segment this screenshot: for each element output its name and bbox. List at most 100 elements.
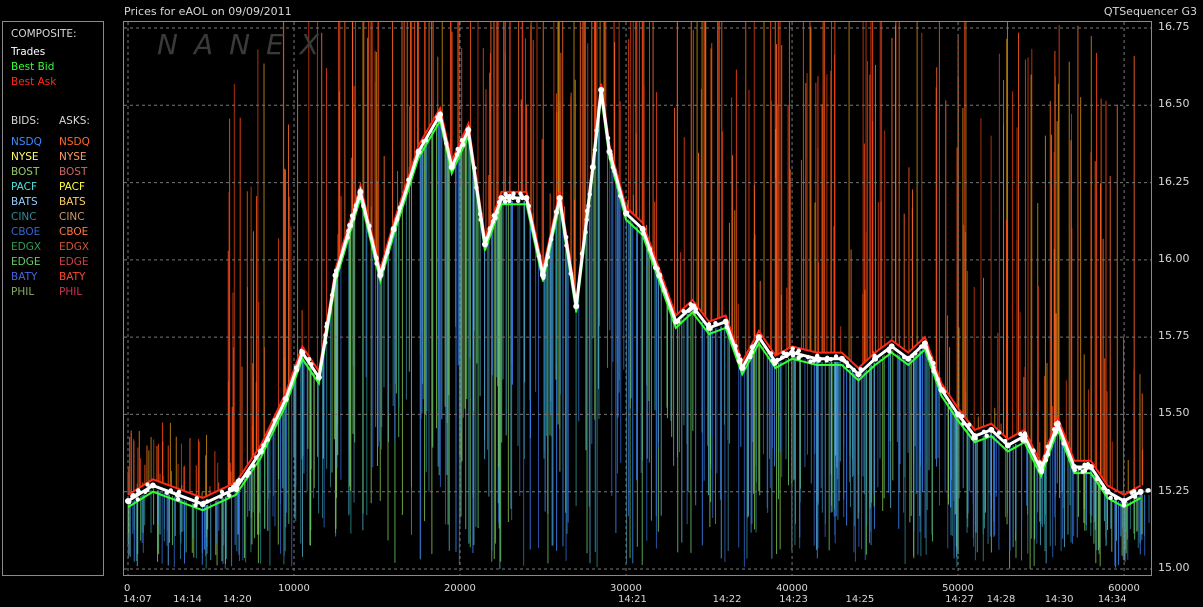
trade-point bbox=[589, 164, 596, 171]
x-tick-label: 10000 bbox=[278, 583, 310, 594]
trade-point bbox=[608, 152, 613, 157]
trade-point bbox=[841, 358, 847, 363]
trade-point bbox=[1061, 441, 1066, 446]
price-chart bbox=[124, 22, 1151, 575]
trade-point bbox=[1080, 469, 1085, 474]
legend-bid-edgx: EDGX bbox=[11, 241, 42, 253]
trade-point bbox=[781, 350, 786, 356]
trade-point bbox=[394, 217, 400, 222]
trade-point bbox=[498, 195, 505, 202]
trade-point bbox=[594, 128, 599, 133]
time-tick-label: 14:14 bbox=[173, 594, 202, 605]
trade-point bbox=[380, 265, 386, 271]
trade-point bbox=[750, 344, 756, 349]
trade-point bbox=[324, 324, 329, 329]
trade-point bbox=[924, 345, 929, 350]
trade-point bbox=[145, 482, 150, 487]
legend-trades: Trades bbox=[11, 46, 46, 58]
trade-point bbox=[143, 489, 148, 495]
trade-point bbox=[996, 430, 1002, 435]
x-tick-label: 60000 bbox=[1108, 583, 1140, 594]
trade-point bbox=[610, 165, 616, 170]
time-tick-label: 14:27 bbox=[945, 594, 974, 605]
trade-point bbox=[1020, 438, 1025, 443]
y-tick-label: 16.25 bbox=[1158, 174, 1190, 188]
trade-point bbox=[1055, 426, 1061, 432]
trade-point bbox=[487, 226, 493, 231]
legend-ask-baty: BATY bbox=[59, 271, 86, 283]
trade-point bbox=[1077, 465, 1082, 471]
trade-point bbox=[329, 292, 335, 298]
trade-point bbox=[406, 177, 411, 182]
trade-point bbox=[886, 348, 892, 354]
trade-point bbox=[584, 208, 590, 214]
trade-point bbox=[919, 344, 924, 349]
trade-point bbox=[931, 369, 936, 374]
trade-point bbox=[583, 229, 588, 235]
trade-point bbox=[770, 358, 775, 363]
trade-point bbox=[1113, 495, 1119, 501]
trade-point bbox=[461, 142, 466, 147]
trade-point bbox=[455, 146, 460, 152]
nanex-watermark: NANEX bbox=[157, 28, 335, 61]
trade-point bbox=[584, 217, 589, 222]
trade-point bbox=[713, 320, 718, 326]
trade-point bbox=[323, 340, 328, 345]
trade-line bbox=[127, 89, 1142, 506]
trade-point bbox=[541, 275, 546, 280]
trade-point bbox=[244, 473, 250, 478]
trade-point bbox=[941, 389, 947, 395]
trade-point bbox=[1121, 497, 1128, 504]
trade-point bbox=[1146, 488, 1151, 493]
trade-point bbox=[444, 141, 449, 146]
trade-point bbox=[961, 421, 966, 426]
legend-ask-nsdq: NSDQ bbox=[59, 136, 90, 148]
legend-bids-title: BIDS: bbox=[11, 115, 40, 127]
trade-point bbox=[315, 374, 322, 381]
trade-point bbox=[367, 223, 372, 229]
trade-point bbox=[496, 200, 502, 205]
x-tick-label: 0 bbox=[124, 583, 131, 594]
legend-best-ask: Best Ask bbox=[11, 76, 57, 88]
trade-point bbox=[749, 350, 754, 355]
trade-point bbox=[798, 353, 804, 358]
trade-point bbox=[349, 213, 355, 218]
trade-point bbox=[257, 448, 264, 455]
trade-point bbox=[332, 272, 339, 279]
trade-point bbox=[811, 358, 817, 363]
time-tick-label: 14:23 bbox=[779, 594, 808, 605]
trade-point bbox=[504, 194, 510, 200]
trade-point bbox=[494, 210, 499, 215]
x-tick-label: 20000 bbox=[444, 583, 476, 594]
trade-point bbox=[858, 367, 863, 372]
trade-point bbox=[136, 488, 141, 493]
trade-point bbox=[131, 492, 136, 498]
trade-point bbox=[568, 271, 573, 276]
legend-bid-phil: PHIL bbox=[11, 286, 35, 298]
trade-point bbox=[164, 490, 170, 495]
trade-point bbox=[149, 482, 156, 489]
trade-point bbox=[981, 429, 987, 434]
trade-point bbox=[959, 414, 964, 419]
trade-point bbox=[1132, 494, 1138, 499]
trade-point bbox=[676, 319, 681, 324]
trade-point bbox=[293, 366, 299, 371]
legend-bid-bats: BATS bbox=[11, 196, 38, 208]
trade-point bbox=[557, 201, 562, 206]
trade-point bbox=[261, 443, 266, 448]
trade-point bbox=[543, 262, 548, 268]
trade-point bbox=[477, 211, 483, 217]
trade-point bbox=[935, 376, 940, 382]
trade-point bbox=[772, 361, 777, 367]
trade-point bbox=[795, 350, 800, 355]
trade-point bbox=[736, 358, 741, 364]
trade-point bbox=[828, 357, 834, 362]
trade-point bbox=[1022, 431, 1028, 436]
trade-point bbox=[662, 288, 667, 293]
trade-point bbox=[176, 489, 182, 495]
trade-point bbox=[511, 195, 516, 200]
legend-bid-cboe: CBOE bbox=[11, 226, 41, 238]
trade-point bbox=[226, 493, 232, 498]
y-tick-label: 16.00 bbox=[1158, 251, 1190, 265]
